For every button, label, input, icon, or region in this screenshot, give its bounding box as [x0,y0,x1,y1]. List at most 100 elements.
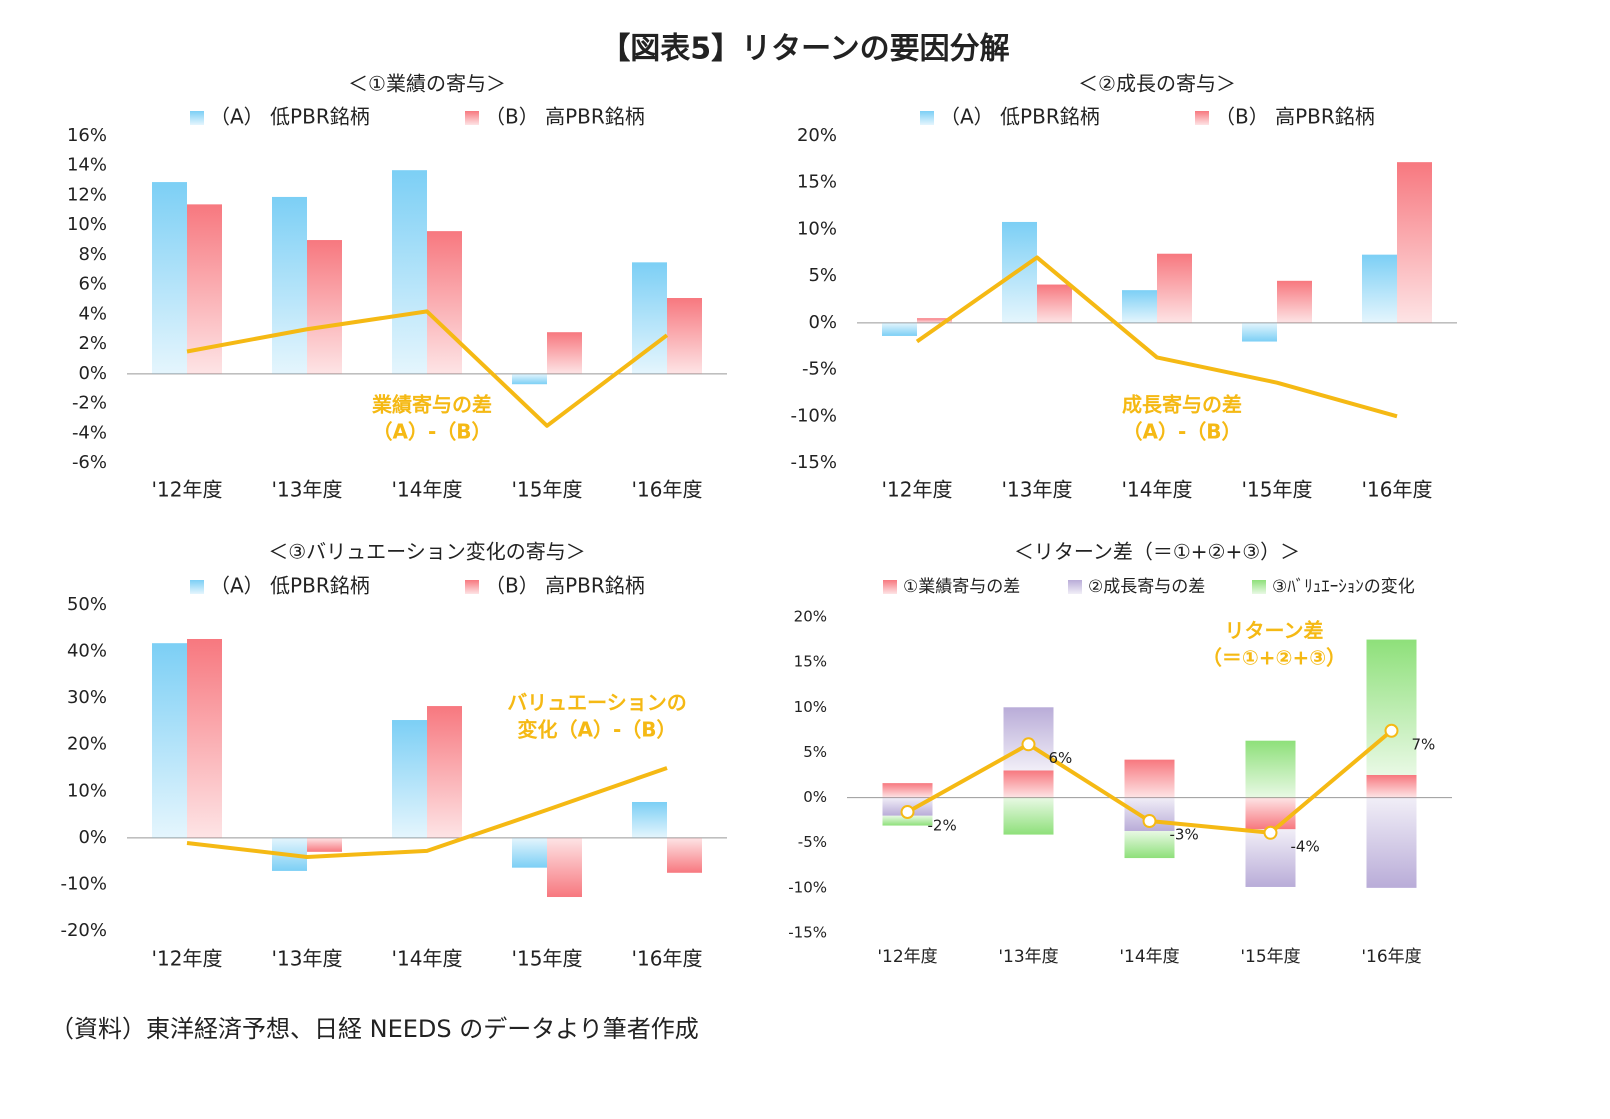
data-label: 6% [1049,749,1073,767]
legend-marker [190,111,204,125]
y-tick-label: -15% [788,924,827,942]
bar-segment [1124,759,1175,798]
x-tick-label: '12年度 [152,478,223,502]
bar [272,196,307,374]
bar [427,231,462,374]
y-tick-label: -15% [790,452,837,473]
x-tick-label: '15年度 [512,947,583,971]
line-point [900,805,915,820]
bar [547,332,582,374]
annotation: 業績寄与の差 [372,393,492,417]
bar [917,318,952,323]
annotation: 変化（A）-（B） [517,718,676,742]
bar-segment [1003,797,1054,835]
bar [1037,284,1072,323]
y-tick-label: 6% [78,274,107,295]
y-tick-label: 40% [67,641,107,662]
chart-title: ＜①業績の寄与＞ [348,72,506,96]
bar [1397,162,1432,323]
line-point [1384,723,1399,738]
line [186,766,668,859]
x-tick-label: '16年度 [632,947,703,971]
legend-marker [465,111,479,125]
bar [1002,221,1037,323]
chart-title: ＜③バリュエーション変化の寄与＞ [268,540,586,564]
y-tick-label: -10% [790,405,837,426]
legend-label: ①業績寄与の差 [903,577,1020,597]
y-tick-label: 20% [794,608,827,626]
legend-marker [1068,580,1082,594]
x-tick-label: '13年度 [998,947,1058,967]
bar-segment [882,783,933,798]
source-note: （資料）東洋経済予想、日経 NEEDS のデータより筆者作成 [50,1015,699,1043]
bar-segment [1245,797,1296,830]
bar [307,240,342,374]
legend-marker [190,580,204,594]
y-tick-label: 5% [808,265,837,286]
x-tick-label: '13年度 [1002,478,1073,502]
bar-segment [882,815,933,826]
y-tick-label: 15% [797,172,837,193]
legend-label: （A） 低PBR銘柄 [210,574,370,598]
legend-label: （B） 高PBR銘柄 [1215,105,1375,129]
y-tick-label: -6% [72,452,107,473]
annotation: （＝①+②+③） [1202,646,1346,670]
annotation: （A）-（B） [372,420,491,444]
figure-title: 【図表5】リターンの要因分解 [600,32,1009,67]
line-point [1021,737,1036,752]
line [915,255,1398,419]
bar-segment [1245,740,1296,798]
x-tick-label: '15年度 [512,478,583,502]
bar [547,837,582,898]
legend-label: ②成長寄与の差 [1088,577,1205,597]
bar [1242,322,1277,342]
y-tick-label: -10% [60,873,107,894]
y-tick-label: 10% [797,218,837,239]
annotation: （A）-（B） [1122,420,1241,444]
legend-label: （A） 低PBR銘柄 [940,105,1100,129]
bar-segment [1003,770,1054,798]
legend-marker [883,580,897,594]
bar [1362,254,1397,323]
y-tick-label: -4% [72,422,107,443]
legend-marker [1195,111,1209,125]
bar [632,801,667,838]
line-point [1142,814,1157,829]
y-tick-label: 20% [797,125,837,146]
y-tick-label: 10% [794,698,827,716]
bar [1277,280,1312,323]
x-tick-label: '14年度 [392,947,463,971]
annotation: バリュエーションの [507,691,687,715]
line [186,309,669,428]
y-tick-label: 30% [67,687,107,708]
data-label: 7% [1412,735,1436,753]
annotation: 成長寄与の差 [1122,393,1242,417]
x-tick-label: '14年度 [392,478,463,502]
legend-label: （B） 高PBR銘柄 [485,574,645,598]
x-tick-label: '13年度 [272,947,343,971]
bar [512,373,547,385]
y-tick-label: 0% [803,788,827,806]
data-label: -2% [928,817,957,835]
bar [512,837,547,868]
line-point [1263,825,1278,840]
legend-label: （B） 高PBR銘柄 [485,105,645,129]
y-tick-label: -20% [60,920,107,941]
y-tick-label: 0% [78,827,107,848]
y-tick-label: 14% [67,155,107,176]
bar [1122,290,1157,323]
x-tick-label: '12年度 [877,947,937,967]
x-tick-label: '14年度 [1119,947,1179,967]
bar [392,720,427,838]
y-tick-label: -5% [798,833,827,851]
y-tick-label: 4% [78,303,107,324]
y-tick-label: 16% [67,125,107,146]
bar-segment [1366,775,1417,798]
y-tick-label: -10% [788,878,827,896]
bar [392,170,427,374]
bar [1157,253,1192,323]
y-tick-label: 5% [803,743,827,761]
y-tick-label: 2% [78,333,107,354]
